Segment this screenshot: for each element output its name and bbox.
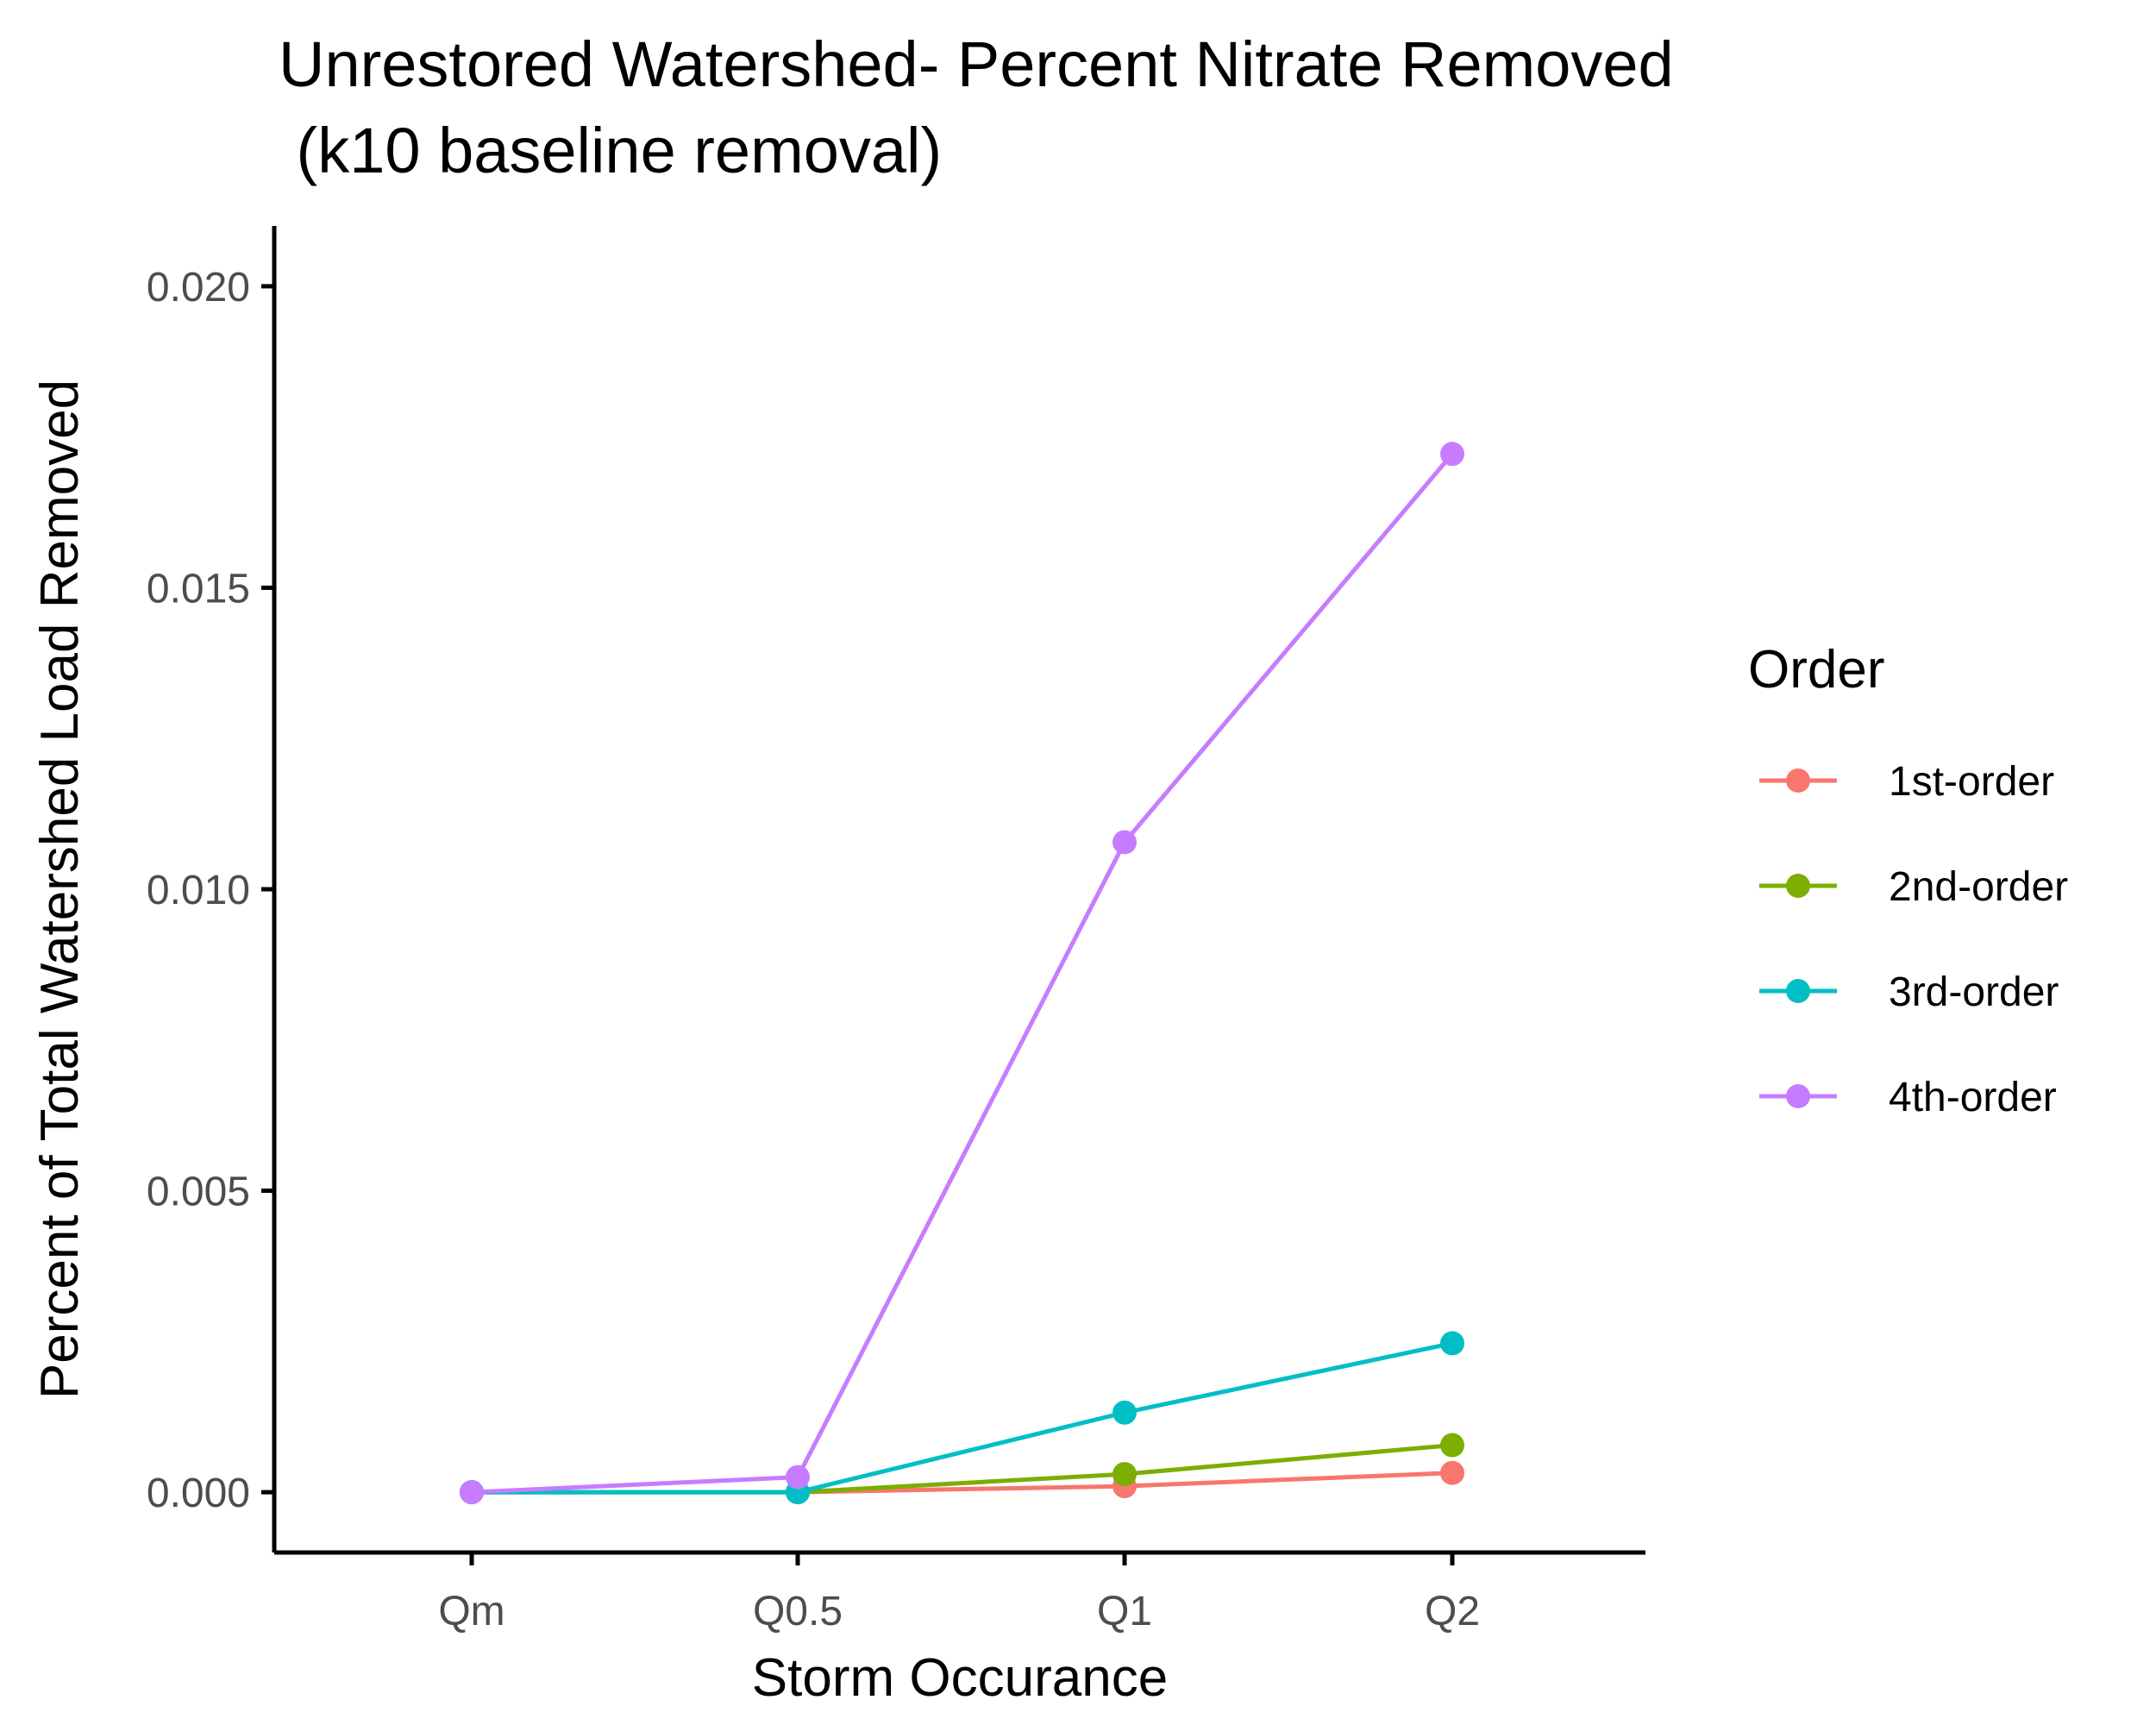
y-tick-label: 0.000: [147, 1471, 250, 1516]
legend-label: 3rd-order: [1889, 969, 2059, 1015]
data-point-3rd-order: [1440, 1331, 1464, 1356]
x-axis-ticks: Qm Q0.5 Q1 Q2: [438, 1552, 1480, 1634]
y-tick-label: 0.020: [147, 265, 250, 310]
x-axis-title: Storm Occurance: [752, 1648, 1168, 1708]
series-line-3rd-order: [472, 1340, 1453, 1495]
legend-key-point: [1786, 1084, 1810, 1108]
x-tick-label: Q1: [1097, 1589, 1152, 1634]
y-tick-label: 0.005: [147, 1170, 250, 1215]
data-point-4th-order: [1440, 442, 1464, 467]
data-point-2nd-order: [1112, 1462, 1137, 1487]
data-point-4th-order: [786, 1465, 810, 1490]
data-point-2nd-order: [1440, 1433, 1464, 1458]
legend-key-point: [1786, 979, 1810, 1003]
x-tick-label: Q0.5: [753, 1589, 843, 1634]
legend-title: Order: [1748, 640, 1884, 699]
chart-title-line1: Unrestored Watershed- Percent Nitrate Re…: [279, 28, 1674, 100]
data-point-4th-order: [1112, 830, 1137, 855]
series-line-4th-order: [471, 452, 1454, 1495]
plot-area: [460, 442, 1464, 1505]
data-point-3rd-order: [1112, 1400, 1137, 1425]
data-point-4th-order: [460, 1480, 484, 1505]
legend-label: 1st-order: [1889, 759, 2054, 805]
legend-label: 4th-order: [1889, 1075, 2057, 1120]
legend-key-point: [1786, 768, 1810, 793]
y-axis-ticks: 0.000 0.005 0.010 0.015 0.020: [147, 265, 274, 1516]
y-tick-label: 0.010: [147, 868, 250, 913]
chart-title-line2: (k10 baseline removal): [279, 115, 942, 186]
y-axis-title: Percent of Total Watershed Load Removed: [30, 380, 90, 1399]
legend: Order 1st-order 2nd-order 3rd-order 4th-ord…: [1748, 640, 2068, 1120]
legend-label: 2nd-order: [1889, 864, 2068, 910]
x-tick-label: Q2: [1425, 1589, 1480, 1634]
y-tick-label: 0.015: [147, 566, 250, 612]
data-point-1st-order: [1440, 1460, 1464, 1485]
legend-key-point: [1786, 874, 1810, 898]
x-tick-label: Qm: [438, 1589, 505, 1634]
